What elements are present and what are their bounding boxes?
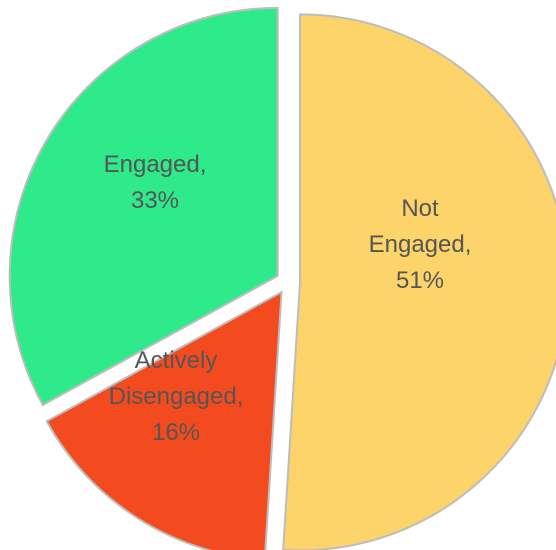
- pie-slice-engaged: [8, 6, 279, 407]
- pie-label-line: Engaged,: [369, 231, 472, 258]
- pie-slice-not-engaged: [282, 13, 556, 550]
- pie-label-line: 16%: [152, 419, 200, 446]
- pie-label-line: Not: [401, 195, 439, 222]
- pie-label-line: 33%: [131, 187, 179, 214]
- pie-label-not-engaged: Not Engaged, 51%: [369, 195, 472, 294]
- pie-slice-actively-disengaged: [45, 290, 283, 550]
- pie-label-actively-disengaged: Actively Disengaged, 16%: [109, 347, 244, 446]
- pie-slices: [8, 6, 556, 550]
- pie-label-line: Disengaged,: [109, 383, 244, 410]
- pie-label-engaged: Engaged, 33%: [104, 151, 207, 214]
- pie-labels: Not Engaged, 51% Actively Disengaged, 16% Enga…: [104, 151, 472, 446]
- pie-label-line: 51%: [396, 267, 444, 294]
- pie-label-line: Engaged,: [104, 151, 207, 178]
- pie-label-line: Actively: [135, 347, 218, 374]
